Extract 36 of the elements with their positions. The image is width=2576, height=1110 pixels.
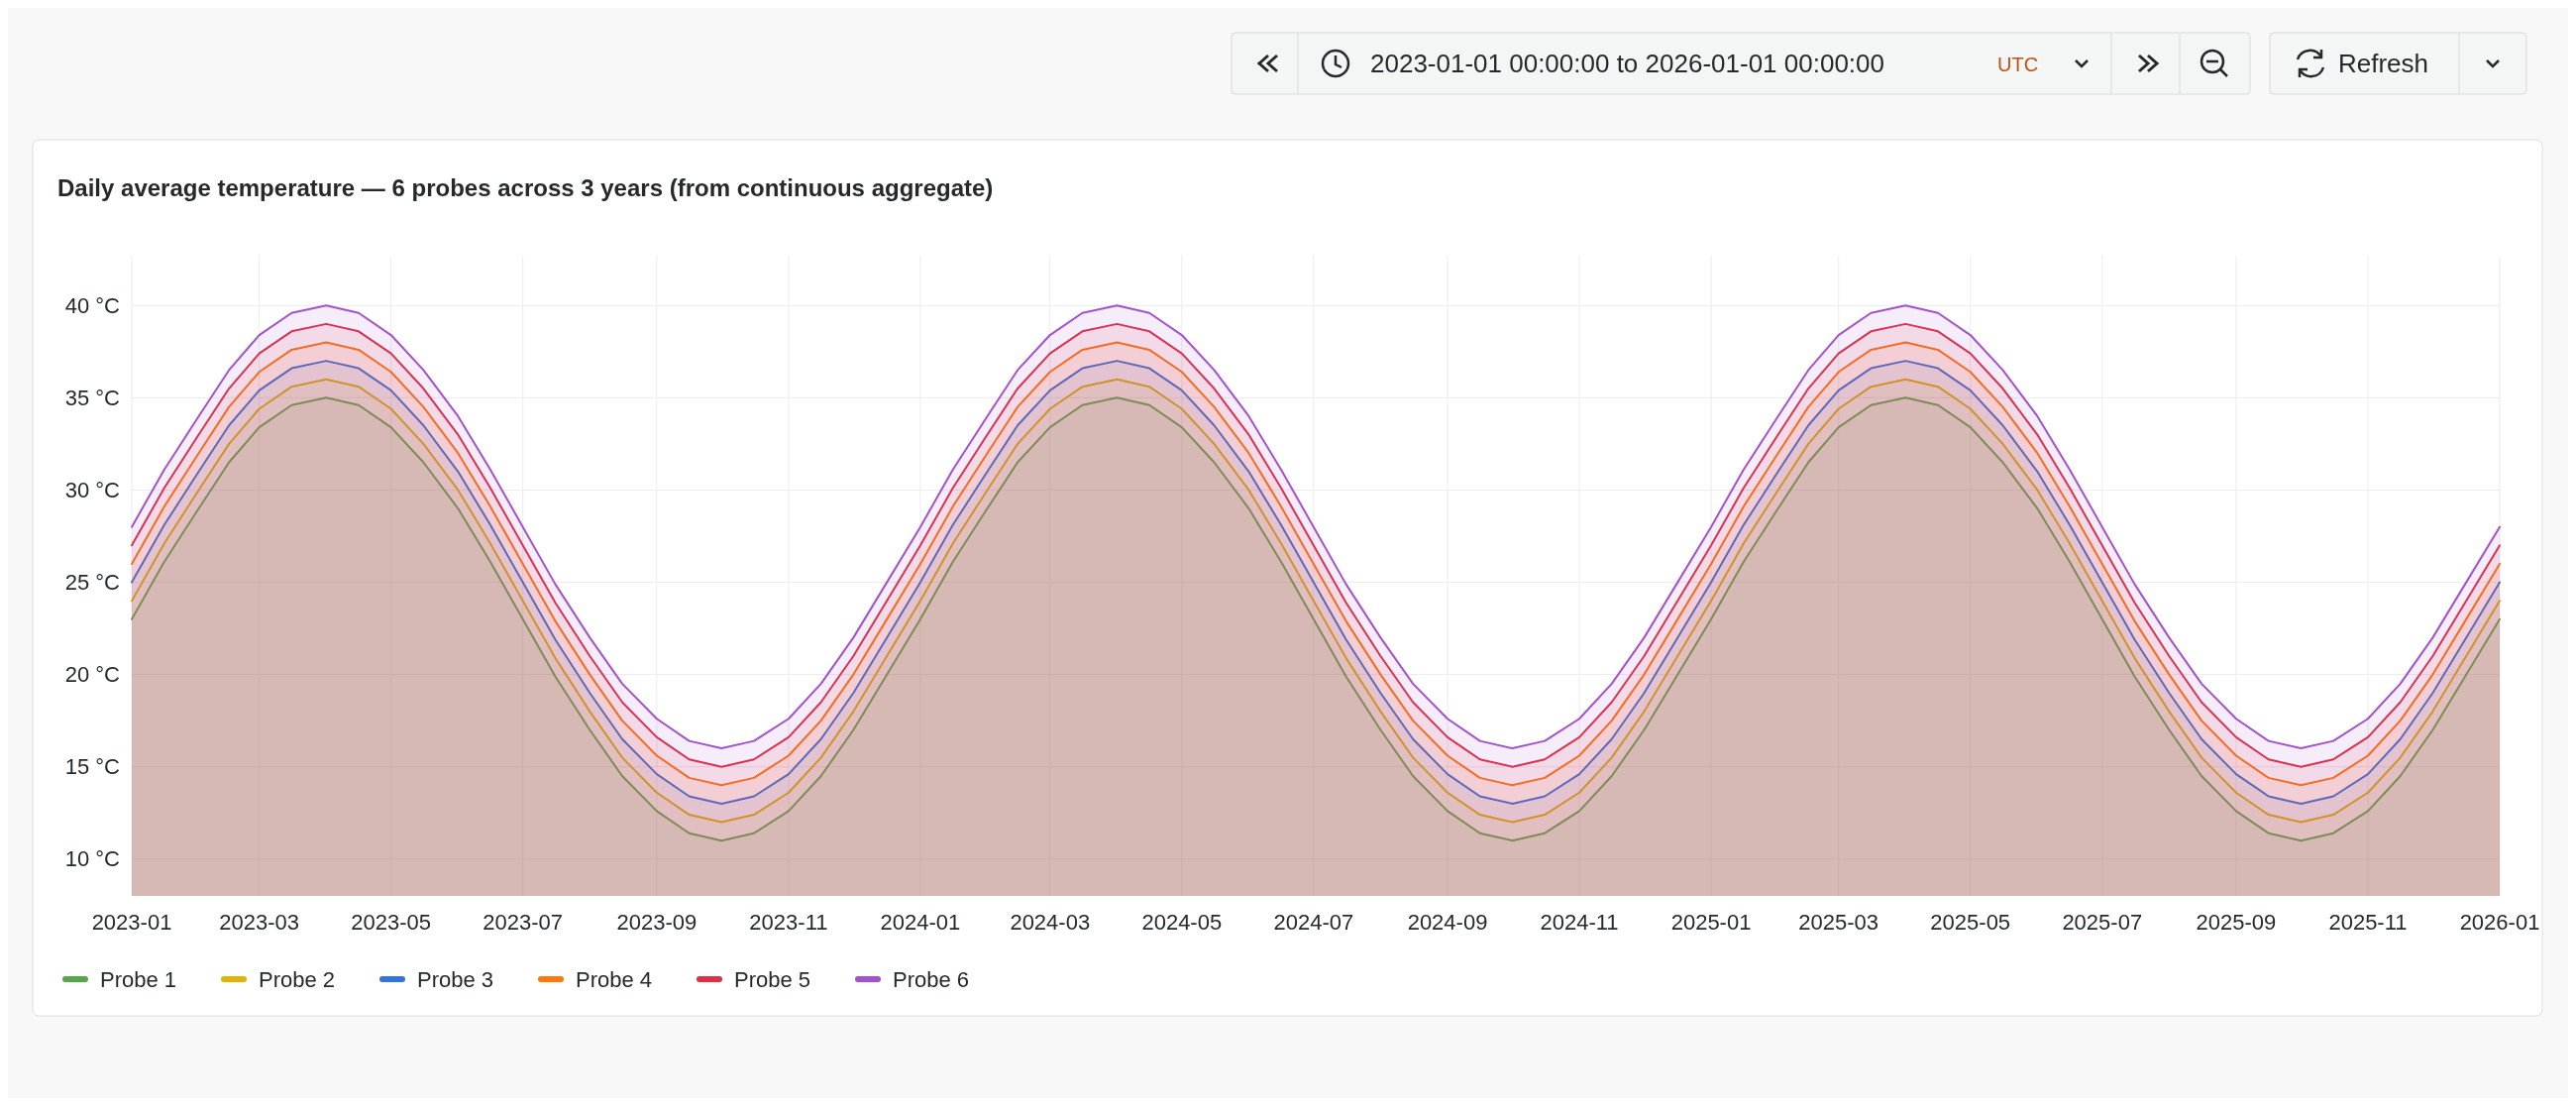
x-tick-label: 2024-11 (1540, 910, 1619, 935)
x-tick-label: 2024-01 (880, 910, 961, 935)
x-tick-label: 2023-09 (616, 910, 698, 935)
chart-title: Daily average temperature — 6 probes across 3 years (from continuous aggregate) (57, 174, 994, 201)
x-tick-label: 2023-07 (483, 910, 564, 935)
x-tick-label: 2023-03 (219, 910, 300, 935)
x-tick-label: 2024-03 (1010, 910, 1091, 935)
y-tick-label: 30 °C (64, 478, 121, 503)
legend-label: Probe 6 (893, 967, 970, 992)
x-tick-label: 2023-11 (749, 910, 828, 935)
legend-label: Probe 5 (734, 967, 811, 992)
x-tick-label: 2025-01 (1670, 910, 1752, 935)
y-tick-label: 35 °C (64, 386, 121, 411)
text: Refresh (2338, 49, 2429, 78)
legend-label: Probe 1 (100, 967, 177, 992)
x-tick-label: 2025-07 (2062, 910, 2143, 935)
y-tick-label: 20 °C (64, 662, 121, 688)
x-tick-label: 2025-11 (2328, 910, 2408, 935)
legend-label: Probe 2 (259, 967, 336, 992)
y-tick-label: 25 °C (64, 570, 121, 596)
x-tick-label: 2023-05 (351, 910, 432, 935)
x-tick-label: 2023-01 (91, 910, 172, 935)
x-tick-label: 2025-09 (2196, 910, 2277, 935)
text: 2023-01-01 00:00:00 to 2026-01-01 00:00:00 (1370, 49, 1884, 78)
legend-label: Probe 4 (576, 967, 653, 992)
legend-label: Probe 3 (417, 967, 494, 992)
x-tick-label: 2025-05 (1930, 910, 2011, 935)
x-tick-label: 2024-07 (1273, 910, 1354, 935)
text: UTC (1997, 54, 2039, 75)
y-tick-label: 15 °C (64, 754, 121, 780)
x-tick-label: 2024-09 (1407, 910, 1488, 935)
x-tick-label: 2026-01 (2459, 910, 2540, 935)
y-tick-label: 40 °C (64, 292, 121, 318)
x-tick-label: 2025-03 (1798, 910, 1879, 935)
x-tick-label: 2024-05 (1141, 910, 1223, 935)
y-tick-label: 10 °C (64, 846, 121, 872)
